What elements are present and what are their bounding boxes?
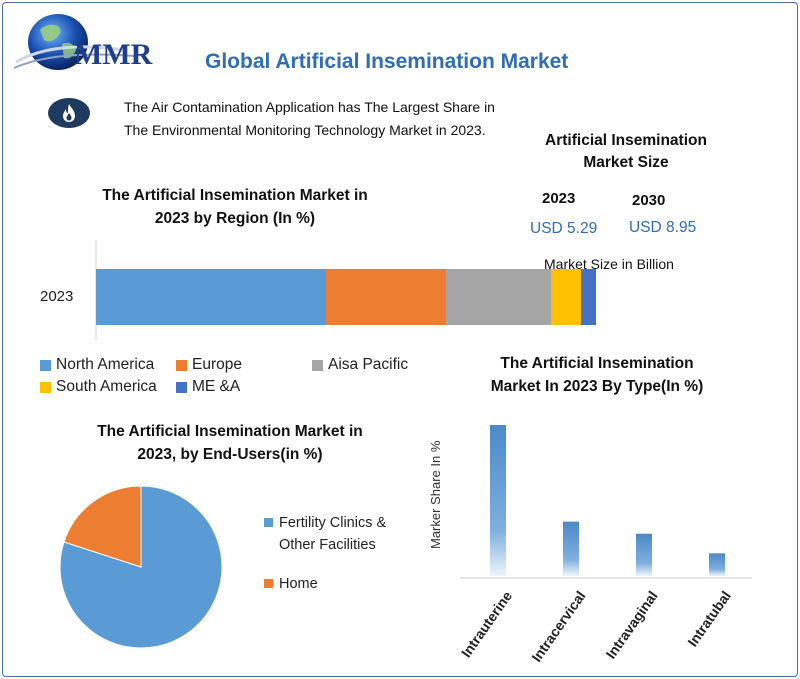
region-legend-label: Europe [192, 356, 242, 373]
region-legend-label: Aisa Pacific [328, 356, 409, 373]
enduser-chart-title: The Artificial Insemination Market in 20… [70, 420, 390, 466]
type-chart-title-line-2: Market In 2023 By Type(In %) [490, 378, 704, 395]
legend-swatch [176, 381, 187, 393]
region-chart-title: The Artificial Insemination Market in 20… [70, 184, 400, 230]
market-value-2030: USD 8.95 [629, 219, 697, 236]
region-bar-segment-2 [446, 269, 551, 325]
legend-swatch [40, 381, 51, 393]
legend-swatch [264, 517, 273, 527]
type-chart-title-line-1: The Artificial Insemination [500, 355, 694, 372]
pie-legend-label-cont: Other Facilities [279, 537, 376, 553]
info-text: The Air Contamination Application has Th… [124, 96, 544, 142]
region-legend-item-2: Aisa Pacific [312, 356, 408, 374]
region-legend-item-1: Europe [176, 356, 242, 374]
enduser-chart-title-line-1: The Artificial Insemination Market in [97, 423, 363, 440]
pie-slice-1 [63, 485, 142, 568]
enduser-chart-title-line-2: 2023, by End-Users(in %) [137, 446, 323, 463]
region-legend-label: North America [56, 356, 155, 373]
pie-legend-label: Fertility Clinics & [279, 515, 387, 531]
type-bar-1 [563, 521, 579, 576]
type-bar-2 [636, 533, 652, 576]
market-year-2030: 2030 [632, 192, 666, 209]
info-line-1: The Air Contamination Application has Th… [124, 99, 495, 115]
region-bar-segment-0 [96, 269, 326, 325]
region-bar-segment-1 [326, 269, 446, 325]
market-year-2023: 2023 [542, 190, 576, 207]
logo-text: MMR [74, 38, 153, 71]
region-legend-label: South America [56, 378, 157, 395]
type-bar-3 [709, 553, 725, 576]
region-legend-item-3: South America [40, 378, 157, 396]
region-chart-title-line-1: The Artificial Insemination Market in [102, 187, 368, 204]
region-bar-segment-3 [551, 269, 581, 325]
legend-swatch [264, 578, 273, 588]
pie-legend-item-1: Home [264, 573, 318, 595]
region-legend-item-4: ME &A [176, 378, 240, 396]
market-value-2023: USD 5.29 [530, 220, 598, 237]
logo [14, 10, 174, 80]
type-chart-title: The Artificial Insemination Market In 20… [462, 352, 732, 398]
region-legend-label: ME &A [192, 378, 241, 395]
flame-icon [48, 98, 90, 128]
pie-legend-item-0: Fertility Clinics & Other Facilities [264, 512, 386, 556]
region-category-label: 2023 [40, 288, 74, 305]
page-title: Global Artificial Insemination Market [205, 50, 569, 73]
region-bar-segment-4 [581, 269, 596, 325]
market-size-title-line-1: Artificial Insemination [545, 132, 707, 149]
pie-legend-label: Home [279, 576, 318, 592]
market-size-title: Artificial Insemination Market Size [526, 130, 726, 174]
legend-swatch [176, 359, 187, 371]
type-bar-0 [490, 425, 506, 576]
market-size-title-line-2: Market Size [583, 154, 669, 171]
globe-icon [14, 14, 135, 70]
market-size-note: Market Size in Billion [544, 256, 674, 272]
legend-swatch [312, 359, 323, 371]
info-line-2: The Environmental Monitoring Technology … [124, 122, 486, 138]
region-chart-title-line-2: 2023 by Region (In %) [154, 210, 316, 227]
region-legend-item-0: North America [40, 356, 154, 374]
legend-swatch [40, 359, 51, 371]
